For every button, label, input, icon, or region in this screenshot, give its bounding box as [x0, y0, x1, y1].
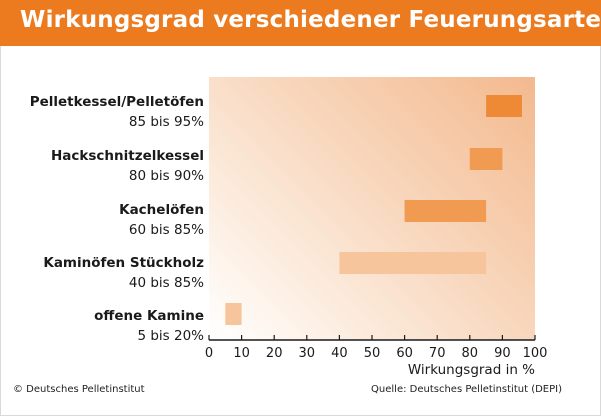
x-tick-label: 20 [266, 346, 283, 361]
row-label-kachel: Kachelöfen 60 bis 85% [119, 202, 204, 238]
x-axis-label: Wirkungsgrad in % [408, 362, 535, 378]
x-tick-label: 10 [233, 346, 250, 361]
category-label: Kachelöfen [119, 202, 204, 218]
range-label: 80 bis 90% [128, 168, 204, 184]
range-label: 40 bis 85% [128, 275, 204, 291]
category-label: Kaminöfen Stückholz [43, 255, 204, 271]
x-tick-label: 50 [364, 346, 381, 361]
chart-title: Wirkungsgrad verschiedener Feuerungsarte… [20, 7, 601, 33]
copyright-note: © Deutsches Pelletinstitut [13, 384, 145, 395]
x-tick-label: 80 [462, 346, 479, 361]
range-label: 60 bis 85% [128, 222, 204, 238]
range-bar [486, 95, 522, 117]
x-tick-label: 70 [429, 346, 446, 361]
title-bar: Wirkungsgrad verschiedener Feuerungsarte… [0, 0, 601, 46]
range-bar [404, 200, 487, 222]
x-tick-label: 60 [396, 346, 413, 361]
source-note: Quelle: Deutsches Pelletinstitut (DEPI) [371, 384, 562, 395]
range-label: 5 bis 20% [137, 328, 204, 344]
x-tick-label: 40 [331, 346, 348, 361]
range-bar [225, 303, 242, 325]
row-label-offene-kamine: offene Kamine 5 bis 20% [94, 308, 204, 344]
category-label: offene Kamine [94, 308, 204, 324]
x-tick-label: 100 [523, 346, 548, 361]
range-bar [469, 148, 503, 170]
x-tick-label: 0 [205, 346, 213, 361]
range-label: 85 bis 95% [128, 114, 204, 130]
row-label-hackschnitzel: Hackschnitzelkessel 80 bis 90% [51, 148, 204, 184]
range-bar [339, 252, 487, 274]
row-label-kamin-stueckholz: Kaminöfen Stückholz 40 bis 85% [43, 255, 204, 291]
category-label: Hackschnitzelkessel [51, 148, 204, 164]
row-label-pellet: Pelletkessel/Pelletöfen 85 bis 95% [30, 94, 204, 130]
x-tick-label: 90 [494, 346, 511, 361]
category-label: Pelletkessel/Pelletöfen [29, 94, 204, 110]
x-tick-label: 30 [299, 346, 316, 361]
